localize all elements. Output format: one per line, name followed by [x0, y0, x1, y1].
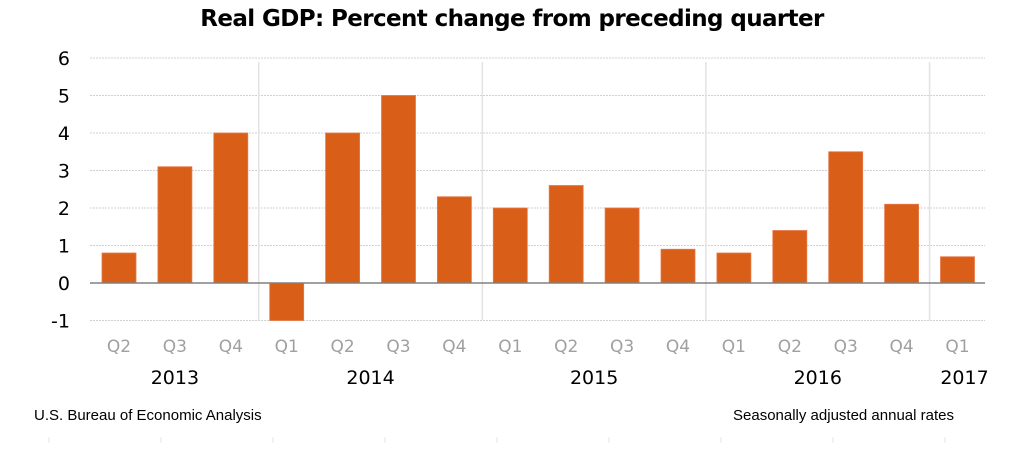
bar — [325, 132, 361, 284]
bar — [716, 252, 752, 284]
chart-title: Real GDP: Percent change from preceding … — [200, 6, 824, 32]
year-label: 2017 — [940, 367, 988, 389]
x-tick-label: Q4 — [889, 337, 913, 357]
bars — [101, 95, 975, 321]
year-label: 2016 — [794, 367, 842, 389]
y-tick-label: 1 — [58, 236, 70, 258]
y-tick-label: 3 — [58, 161, 70, 183]
x-tick-label: Q1 — [275, 337, 299, 357]
x-tick-label: Q4 — [442, 337, 466, 357]
rate-note: Seasonally adjusted annual rates — [733, 407, 954, 424]
bar — [940, 256, 975, 284]
x-tick-label: Q1 — [722, 337, 746, 357]
x-tick-label: Q2 — [554, 337, 578, 357]
x-tick-label: Q3 — [834, 337, 858, 357]
y-tick-label: 2 — [58, 198, 70, 220]
x-tick-label: Q3 — [610, 337, 634, 357]
bottom-ticks — [48, 437, 946, 443]
year-label: 2015 — [570, 367, 618, 389]
x-tick-label: Q2 — [107, 337, 131, 357]
bar — [101, 252, 137, 284]
y-tick-labels: 6 5 4 3 2 1 0 -1 — [51, 48, 70, 333]
x-tick-labels: Q2 Q3 Q4 Q1 Q2 Q3 Q4 Q1 Q2 Q3 Q4 Q1 Q2 Q3 Q4 Q1 — [107, 337, 970, 357]
x-tick-label: Q1 — [945, 337, 969, 357]
source-note: U.S. Bureau of Economic Analysis — [34, 407, 262, 424]
x-tick-label: Q2 — [330, 337, 354, 357]
x-tick-label: Q4 — [219, 337, 243, 357]
bar — [660, 248, 696, 284]
bar — [381, 95, 416, 284]
x-tick-label: Q3 — [386, 337, 410, 357]
bar — [269, 282, 305, 321]
y-tick-label: 5 — [58, 86, 70, 108]
x-tick-label: Q2 — [778, 337, 802, 357]
year-separators — [258, 62, 931, 320]
bar — [436, 196, 472, 284]
y-tick-label: -1 — [51, 311, 70, 333]
y-tick-label: 0 — [58, 273, 70, 295]
bar — [548, 185, 584, 284]
year-label: 2014 — [346, 367, 394, 389]
bar — [884, 203, 919, 284]
x-tick-label: Q1 — [498, 337, 522, 357]
x-tick-label: Q4 — [666, 337, 690, 357]
bar — [157, 166, 193, 284]
bar — [213, 132, 249, 284]
bar — [492, 207, 528, 284]
bar — [772, 230, 808, 284]
bar — [604, 207, 640, 284]
bar — [828, 151, 864, 284]
x-tick-label: Q3 — [163, 337, 187, 357]
year-labels: 2013 2014 2015 2016 2017 — [151, 367, 989, 389]
year-label: 2013 — [151, 367, 199, 389]
y-tick-label: 6 — [58, 48, 70, 70]
y-tick-label: 4 — [58, 123, 70, 145]
